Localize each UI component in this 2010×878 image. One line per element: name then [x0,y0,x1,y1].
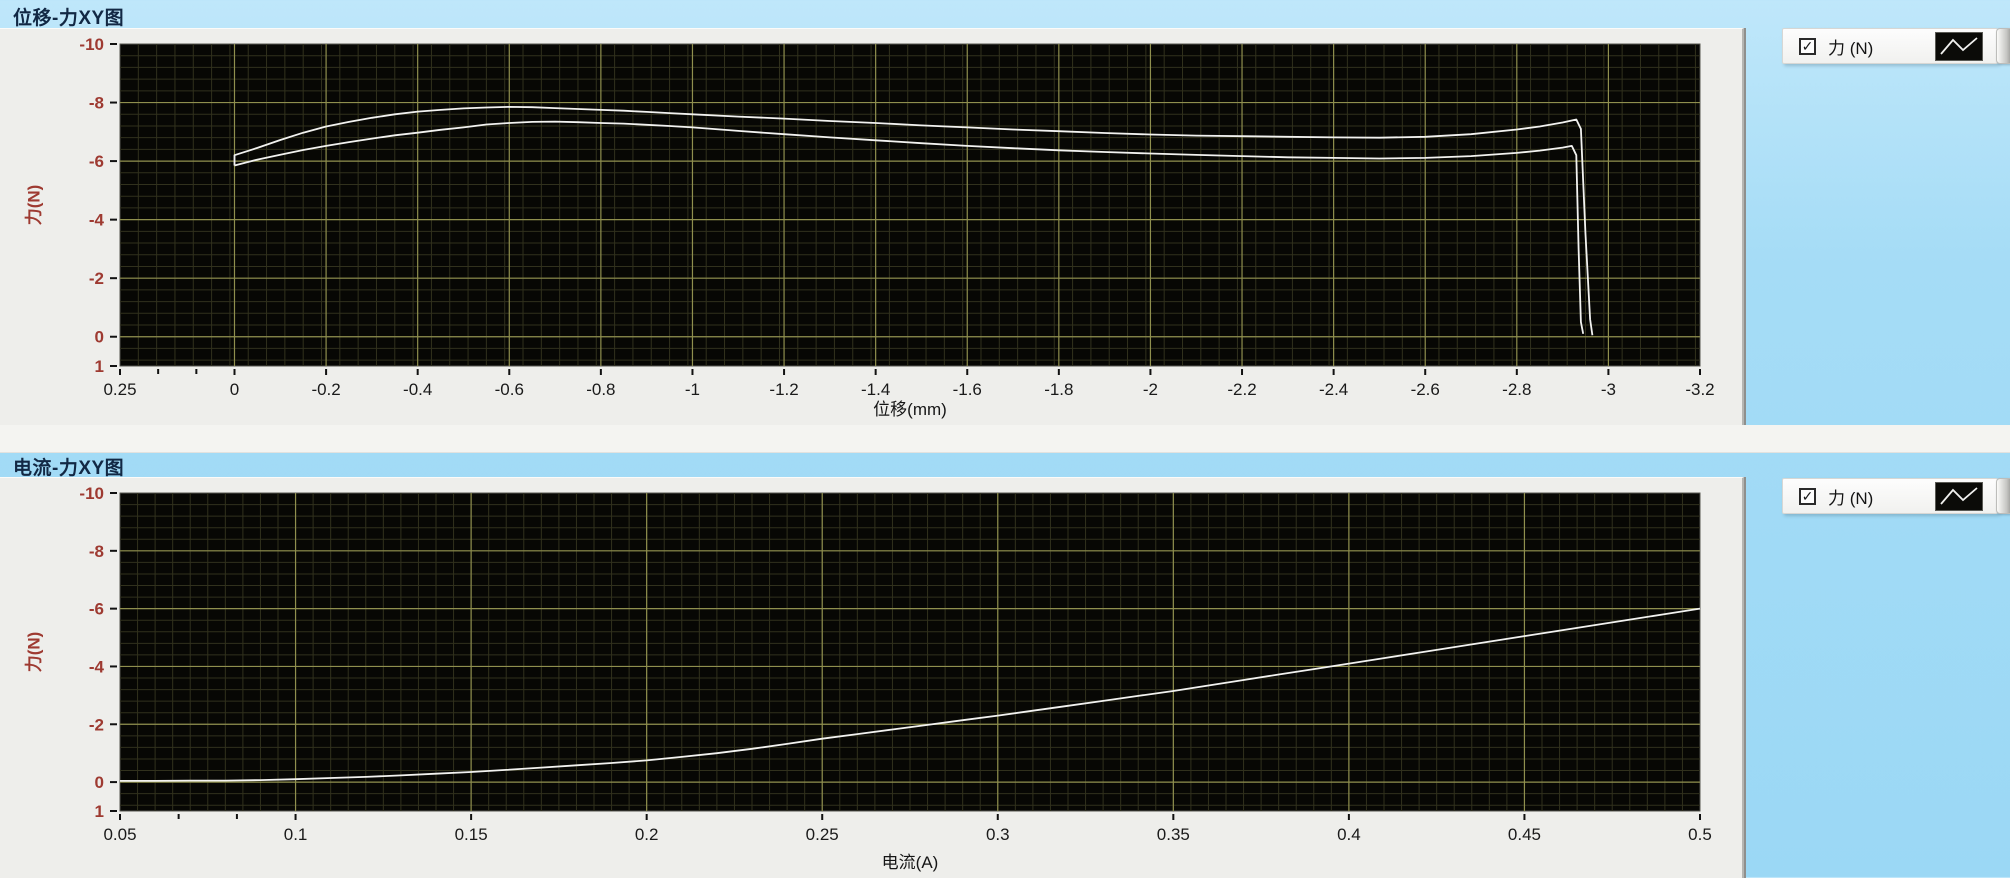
chart1-legend-scroll-edge[interactable] [1996,28,2010,64]
waveform-icon [1940,486,1978,505]
svg-text:-10: -10 [79,35,104,54]
chart2-x-axis-title: 电流(A) [881,853,939,872]
svg-text:0.45: 0.45 [1508,825,1541,844]
svg-text:-4: -4 [89,657,105,676]
svg-text:0: 0 [95,773,104,792]
svg-text:0.25: 0.25 [806,825,839,844]
svg-text:0.4: 0.4 [1337,825,1361,844]
svg-text:-10: -10 [79,484,104,503]
svg-text:0.25: 0.25 [103,380,136,399]
svg-text:0.15: 0.15 [455,825,488,844]
svg-text:-0.2: -0.2 [311,380,340,399]
svg-text:0.3: 0.3 [986,825,1010,844]
svg-text:-3: -3 [1601,380,1616,399]
svg-text:1: 1 [95,802,104,821]
svg-text:-2: -2 [1143,380,1158,399]
svg-text:-2: -2 [89,269,104,288]
svg-text:-1: -1 [685,380,700,399]
svg-text:0.35: 0.35 [1157,825,1190,844]
chart1-legend-label: 力 (N) [1828,38,1874,58]
waveform-icon [1940,36,1978,55]
svg-text:-2.6: -2.6 [1411,380,1440,399]
svg-text:-2.4: -2.4 [1319,380,1348,399]
svg-text:0.5: 0.5 [1688,825,1712,844]
chart2-plot-area: 0.05 0.1 0.15 0.2 0.25 0.3 0.35 0.4 0.45 0.5 -10 -8… [79,484,1712,844]
check-icon: ✓ [1801,37,1814,54]
chart2-plot-style-button[interactable] [1935,481,1983,511]
chart2-title: 电流-力XY图 [13,458,125,479]
chart2-legend-checkbox[interactable]: ✓ [1799,487,1816,505]
chart2-legend-label: 力 (N) [1828,488,1874,508]
chart2-legend: ✓ 力 (N) [1782,478,1998,514]
chart2-y-axis-title: 力(N) [24,631,44,673]
svg-text:-1.8: -1.8 [1044,380,1073,399]
chart1-x-axis-title: 位移(mm) [873,400,947,419]
svg-text:-6: -6 [89,152,104,171]
svg-text:-6: -6 [89,600,104,619]
svg-text:0.2: 0.2 [635,825,659,844]
chart1-legend: ✓ 力 (N) [1782,28,1998,64]
chart1-plot-area: 0.25 0 -0.2 -0.4 -0.6 -0.8 -1 -1.2 -1.4 -1.6 -1.8 -… [79,35,1714,399]
svg-text:0.1: 0.1 [284,825,308,844]
svg-text:-4: -4 [89,211,105,230]
check-icon: ✓ [1801,487,1814,504]
chart2-panel: 0.05 0.1 0.15 0.2 0.25 0.3 0.35 0.4 0.45 0.5 -10 -8… [0,477,1744,878]
svg-text:-2.2: -2.2 [1227,380,1256,399]
section-divider [0,425,2010,453]
chart1-y-axis-title: 力(N) [24,184,44,226]
svg-text:-3.2: -3.2 [1685,380,1714,399]
svg-text:-1.4: -1.4 [861,380,890,399]
chart1-title: 位移-力XY图 [13,8,125,29]
svg-text:0: 0 [230,380,239,399]
svg-text:-8: -8 [89,94,104,113]
chart2-legend-scroll-edge[interactable] [1996,478,2010,514]
svg-text:-1.2: -1.2 [769,380,798,399]
svg-text:-0.8: -0.8 [586,380,615,399]
chart1-panel: 0.25 0 -0.2 -0.4 -0.6 -0.8 -1 -1.2 -1.4 -1.6 -1.8 -… [0,28,1744,426]
svg-text:0.05: 0.05 [103,825,136,844]
svg-text:-1.6: -1.6 [953,380,982,399]
svg-text:-0.6: -0.6 [495,380,524,399]
svg-text:1: 1 [95,357,104,376]
svg-text:-2.8: -2.8 [1502,380,1531,399]
svg-text:0: 0 [95,328,104,347]
svg-text:-0.4: -0.4 [403,380,432,399]
svg-text:-2: -2 [89,715,104,734]
chart1-legend-checkbox[interactable]: ✓ [1799,37,1816,55]
svg-text:-8: -8 [89,542,104,561]
chart1-plot-style-button[interactable] [1935,31,1983,61]
